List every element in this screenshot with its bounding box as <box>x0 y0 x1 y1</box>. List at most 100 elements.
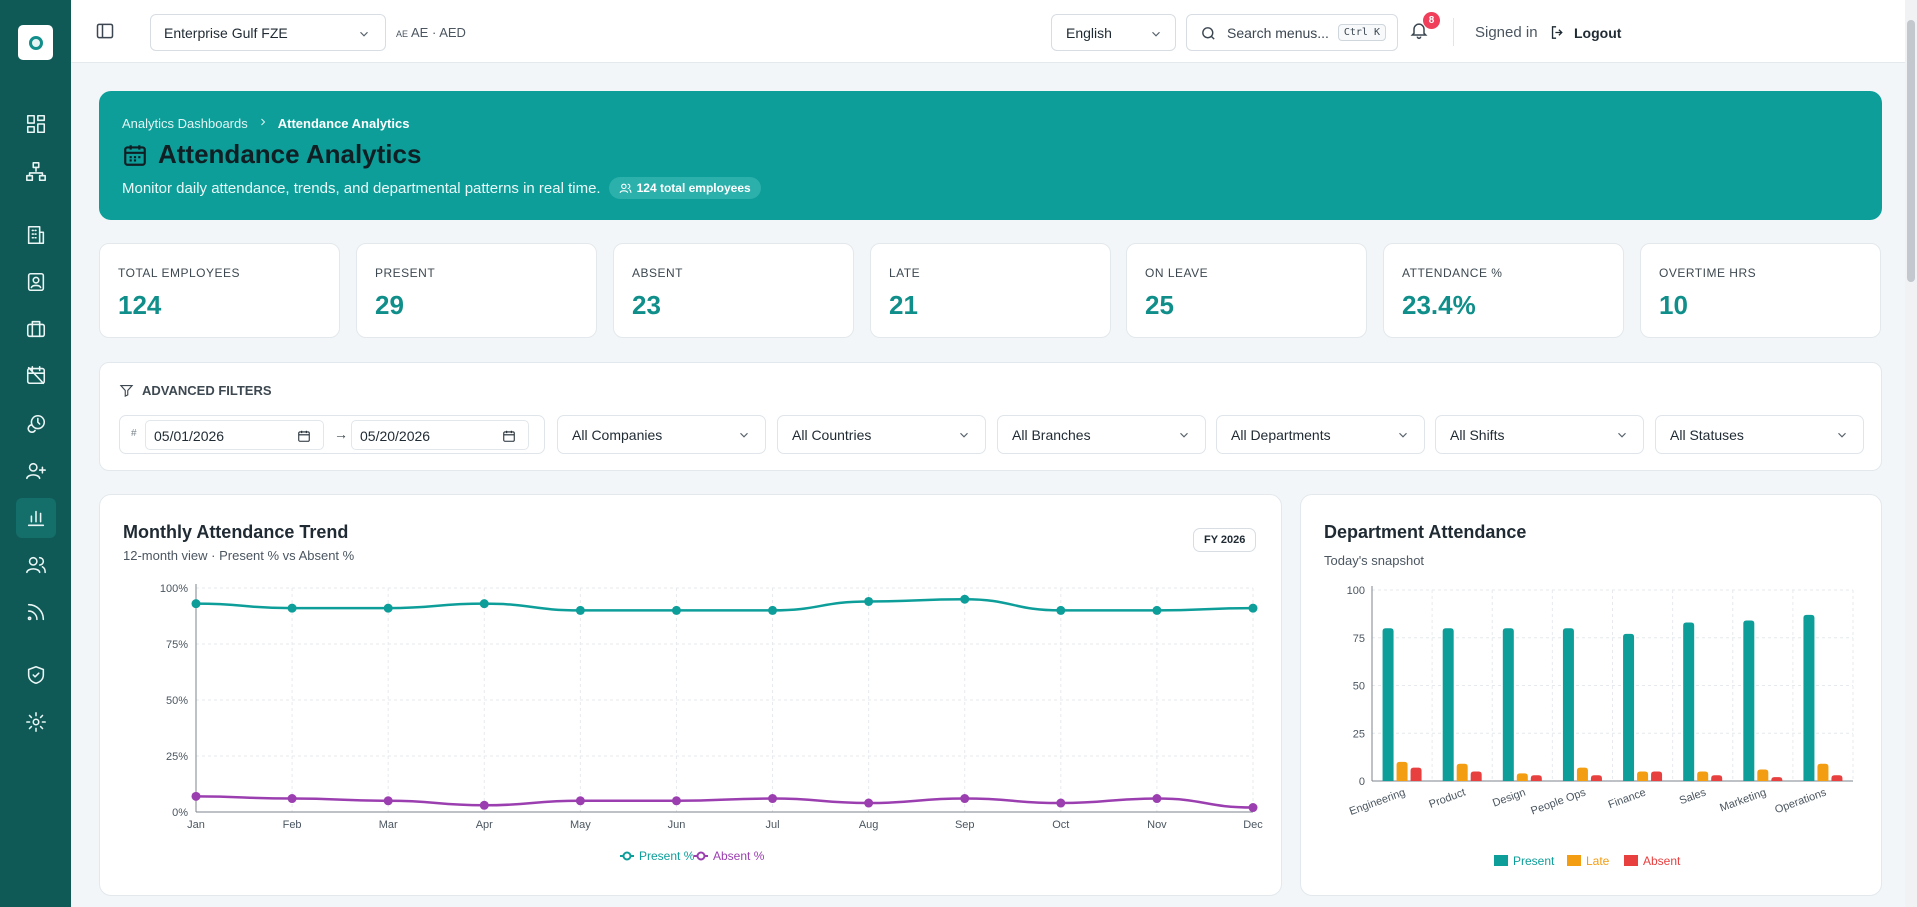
data-point <box>1248 803 1258 813</box>
logout-icon <box>1551 26 1563 39</box>
bar-absent <box>1590 775 1602 781</box>
search-menus-input[interactable]: Search menus... Ctrl K <box>1186 14 1398 51</box>
monthly-trend-chart: 0% 25% 50% 75% 100% Jan Feb Mar Apr May Jun Jul Aug S… <box>160 583 1263 863</box>
calendar-off-icon[interactable] <box>22 361 50 389</box>
user-plus-icon[interactable] <box>22 457 50 485</box>
x-tick-label: Jan <box>187 819 205 831</box>
select-value: All Branches <box>1012 427 1091 443</box>
gear-icon[interactable] <box>22 708 50 736</box>
bar-absent <box>1651 771 1663 781</box>
sidebar-toggle-icon[interactable] <box>95 21 115 41</box>
bar-late <box>1697 771 1709 781</box>
app-logo[interactable] <box>18 25 53 60</box>
date-to-input[interactable]: 05/20/2026 <box>351 420 529 450</box>
filters-title: ADVANCED FILTERS <box>119 383 272 398</box>
trend-chart-subtitle: 12-month view · Present % vs Absent % <box>123 548 355 563</box>
chevron-down-icon <box>1835 428 1849 445</box>
x-tick-label: Operations <box>1773 786 1828 816</box>
page-hero: Analytics Dashboards Attendance Analytic… <box>99 91 1882 220</box>
page-subtitle: Monitor daily attendance, trends, and de… <box>122 177 761 199</box>
kpi-card-overtime-hours: OVERTIME HRS 10 <box>1640 243 1881 338</box>
bell-icon[interactable] <box>1409 20 1429 45</box>
breadcrumb-parent-link[interactable]: Analytics Dashboards <box>122 116 248 131</box>
calendar-icon[interactable] <box>297 429 311 446</box>
calendar-icon[interactable] <box>502 429 516 446</box>
bar-present <box>1502 628 1514 781</box>
legend-label: Present % <box>639 849 695 863</box>
rss-icon[interactable] <box>22 598 50 626</box>
kpi-value: 29 <box>375 290 404 320</box>
contact-icon[interactable] <box>22 268 50 296</box>
legend-item: Late <box>1567 854 1610 868</box>
x-tick-label: Apr <box>476 819 493 831</box>
branch-filter-select[interactable]: All Branches <box>997 415 1206 454</box>
chevron-down-icon <box>1615 428 1629 445</box>
chevron-down-icon <box>1396 428 1410 445</box>
data-point <box>1056 605 1066 615</box>
y-tick-label: 25 <box>1353 728 1365 740</box>
data-point <box>287 603 297 613</box>
shield-check-icon[interactable] <box>22 661 50 689</box>
filter-icon <box>119 384 134 398</box>
language-select-value: English <box>1066 25 1112 41</box>
bar-absent <box>1831 775 1843 781</box>
bar-present <box>1442 628 1454 781</box>
org-chart-icon[interactable] <box>22 158 50 186</box>
legend-item: Absent % <box>694 849 765 863</box>
shift-filter-select[interactable]: All Shifts <box>1435 415 1644 454</box>
users-icon[interactable] <box>22 551 50 579</box>
select-value: All Statuses <box>1670 427 1744 443</box>
kpi-card-on-leave: ON LEAVE 25 <box>1126 243 1367 338</box>
date-to-value: 05/20/2026 <box>360 428 431 444</box>
x-tick-label: Sep <box>955 819 975 831</box>
select-value: All Companies <box>572 427 663 443</box>
data-point <box>960 794 970 804</box>
kpi-label: PRESENT <box>375 266 436 280</box>
y-tick-label: 0 <box>1359 776 1365 788</box>
logout-button[interactable]: Logout <box>1549 24 1621 41</box>
bar-chart-icon[interactable] <box>16 498 56 538</box>
status-filter-select[interactable]: All Statuses <box>1655 415 1864 454</box>
department-filter-select[interactable]: All Departments <box>1216 415 1425 454</box>
legend-label: Absent % <box>713 849 765 863</box>
page-title: Attendance Analytics <box>122 139 421 170</box>
calendar-icon <box>124 144 146 166</box>
fiscal-year-badge[interactable]: FY 2026 <box>1193 528 1257 552</box>
legend-label: Present <box>1513 854 1555 868</box>
x-tick-label: Marketing <box>1718 787 1767 815</box>
currency-flag: AE <box>396 29 409 39</box>
x-tick-label: Mar <box>379 819 398 831</box>
y-tick-label: 75% <box>166 639 188 651</box>
bar-present <box>1743 620 1755 781</box>
kpi-label: TOTAL EMPLOYEES <box>118 266 240 280</box>
kpi-label: ON LEAVE <box>1145 266 1209 280</box>
x-tick-label: Design <box>1491 787 1527 810</box>
breadcrumb: Analytics Dashboards Attendance Analytic… <box>122 116 409 131</box>
chevron-right-icon <box>257 116 269 131</box>
page-scrollbar[interactable] <box>1905 0 1917 907</box>
x-tick-label: Dec <box>1243 819 1263 831</box>
scrollbar-thumb[interactable] <box>1907 20 1915 282</box>
kpi-value: 124 <box>118 290 162 320</box>
x-tick-label: Nov <box>1147 819 1167 831</box>
language-select[interactable]: English <box>1051 14 1176 51</box>
series-line-absent <box>195 795 1254 809</box>
date-from-input[interactable]: 05/01/2026 <box>145 420 324 450</box>
series-line-present <box>195 597 1254 612</box>
data-point <box>864 798 874 808</box>
clock-settings-icon[interactable] <box>22 410 50 438</box>
country-filter-select[interactable]: All Countries <box>777 415 986 454</box>
y-tick-label: 25% <box>166 751 188 763</box>
briefcase-icon[interactable] <box>22 315 50 343</box>
company-select[interactable]: Enterprise Gulf FZE <box>150 14 386 51</box>
dashboard-icon[interactable] <box>22 110 50 138</box>
x-tick-label: Engineering <box>1348 787 1407 818</box>
building-icon[interactable] <box>22 221 50 249</box>
x-tick-label: Sales <box>1678 786 1708 807</box>
notification-badge: 8 <box>1423 12 1440 29</box>
company-filter-select[interactable]: All Companies <box>557 415 766 454</box>
legend-marker <box>622 851 632 861</box>
y-tick-label: 100% <box>160 583 188 595</box>
bar-late <box>1817 763 1829 781</box>
chevron-down-icon <box>1149 27 1163 44</box>
